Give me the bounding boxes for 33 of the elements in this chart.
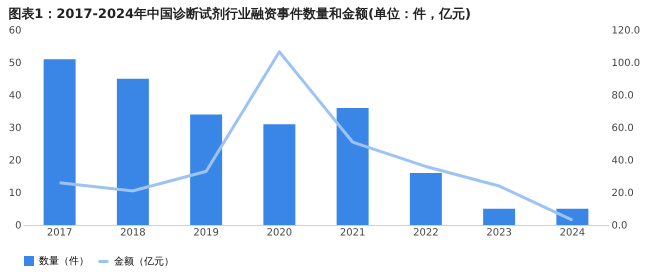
bar — [410, 173, 442, 225]
y2-tick-label: 0.0 — [612, 220, 628, 232]
y-tick-label: 50 — [8, 58, 22, 69]
x-tick-label: 2019 — [193, 228, 219, 238]
chart-title: 图表1：2017-2024年中国诊断试剂行业融资事件数量和金额(单位：件，亿元) — [8, 6, 471, 22]
y-tick-label: 10 — [8, 188, 22, 199]
y2-tick-label: 20.0 — [612, 188, 634, 199]
y2-tick-label: 100.0 — [612, 58, 640, 69]
x-tick-label: 2018 — [120, 228, 146, 238]
x-tick-label: 2022 — [413, 228, 439, 238]
bar — [190, 114, 222, 225]
y-tick-label: 0 — [15, 220, 22, 232]
y2-tick-label: 40.0 — [612, 156, 634, 166]
y-tick-label: 40 — [8, 90, 22, 102]
y-tick-label: 30 — [8, 123, 22, 134]
bar — [116, 78, 149, 225]
bar — [336, 108, 369, 225]
x-tick-label: 2021 — [340, 228, 366, 238]
y2-tick-label: 80.0 — [612, 90, 634, 102]
x-tick-label: 2020 — [266, 228, 292, 238]
bar — [263, 124, 296, 225]
bar — [44, 59, 76, 225]
x-tick-label: 2023 — [486, 228, 512, 238]
y-tick-label: 20 — [8, 156, 22, 166]
line-series — [58, 50, 574, 222]
legend-label: 数量（件） — [39, 256, 89, 267]
y2-tick-label: 120.0 — [612, 26, 640, 36]
legend-label: 金额（亿元） — [114, 256, 174, 268]
x-tick-label: 2024 — [560, 228, 586, 238]
y2-tick-label: 60.0 — [612, 123, 634, 134]
y-tick-label: 60 — [8, 26, 22, 36]
x-tick-label: 2017 — [46, 228, 72, 238]
bar — [483, 208, 516, 225]
